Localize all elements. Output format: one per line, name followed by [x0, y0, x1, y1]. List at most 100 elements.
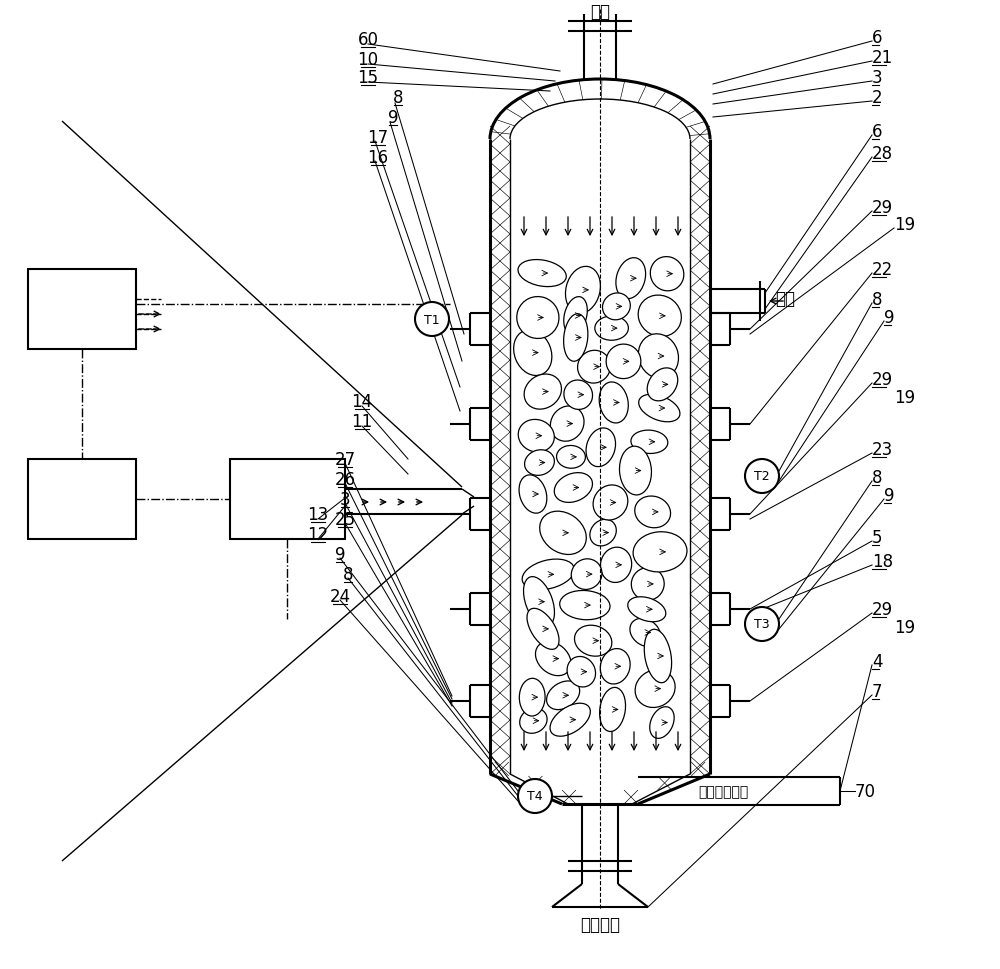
Circle shape — [415, 302, 449, 336]
Ellipse shape — [518, 420, 554, 453]
Bar — [28, 459, 136, 540]
Ellipse shape — [586, 428, 616, 467]
Text: 8: 8 — [343, 566, 353, 583]
Text: 26: 26 — [334, 471, 356, 488]
Text: 6: 6 — [872, 123, 883, 141]
Text: 9: 9 — [335, 546, 345, 563]
Text: T3: T3 — [754, 618, 770, 631]
Ellipse shape — [517, 297, 559, 339]
Ellipse shape — [519, 678, 545, 716]
Ellipse shape — [560, 591, 610, 620]
Ellipse shape — [547, 681, 580, 710]
Text: T1: T1 — [424, 313, 440, 327]
Text: 24: 24 — [329, 587, 351, 606]
Text: 固体产品: 固体产品 — [580, 915, 620, 933]
Ellipse shape — [520, 708, 547, 734]
Text: 16: 16 — [367, 149, 389, 167]
Ellipse shape — [550, 407, 584, 442]
Bar — [28, 269, 136, 350]
Text: 7: 7 — [872, 682, 883, 701]
Text: 原料: 原料 — [775, 290, 795, 308]
Text: 18: 18 — [872, 552, 893, 571]
Ellipse shape — [527, 609, 559, 649]
Text: 8: 8 — [872, 291, 883, 309]
Ellipse shape — [564, 297, 587, 335]
Bar — [230, 459, 345, 540]
Text: 19: 19 — [894, 389, 915, 407]
Text: 8: 8 — [393, 89, 403, 107]
Text: 29: 29 — [872, 370, 893, 389]
Circle shape — [745, 608, 779, 641]
Ellipse shape — [616, 259, 646, 299]
Ellipse shape — [571, 559, 602, 590]
Ellipse shape — [564, 314, 588, 361]
Ellipse shape — [567, 657, 596, 687]
Text: 4: 4 — [872, 652, 883, 671]
Ellipse shape — [644, 630, 672, 683]
Ellipse shape — [631, 568, 664, 601]
Ellipse shape — [535, 641, 571, 676]
Ellipse shape — [519, 476, 547, 514]
Ellipse shape — [599, 383, 628, 423]
Text: 8: 8 — [872, 469, 883, 486]
Ellipse shape — [522, 559, 574, 590]
Ellipse shape — [564, 381, 593, 410]
Text: 70: 70 — [855, 782, 876, 800]
Circle shape — [518, 779, 552, 813]
Text: 11: 11 — [351, 413, 373, 430]
Text: 28: 28 — [872, 144, 893, 163]
Text: 3: 3 — [340, 490, 350, 509]
Text: 9: 9 — [884, 309, 895, 327]
Ellipse shape — [600, 688, 626, 732]
Text: 15: 15 — [357, 69, 379, 87]
Ellipse shape — [638, 334, 679, 379]
Text: 9: 9 — [884, 486, 895, 505]
Text: 29: 29 — [872, 601, 893, 618]
Ellipse shape — [525, 451, 554, 476]
Text: T2: T2 — [754, 470, 770, 483]
Ellipse shape — [590, 519, 616, 547]
Text: 27: 27 — [334, 451, 356, 469]
Ellipse shape — [606, 345, 641, 379]
Text: 3: 3 — [872, 69, 883, 87]
Text: 原料: 原料 — [590, 3, 610, 21]
Ellipse shape — [633, 532, 687, 573]
Ellipse shape — [602, 294, 630, 321]
Ellipse shape — [650, 707, 674, 738]
Text: 19: 19 — [894, 216, 915, 234]
Text: 高温裂解气体: 高温裂解气体 — [698, 784, 748, 798]
Circle shape — [745, 459, 779, 493]
Text: 10: 10 — [357, 51, 379, 69]
Text: 22: 22 — [872, 261, 893, 279]
Text: 17: 17 — [367, 129, 389, 147]
Text: 6: 6 — [872, 29, 883, 47]
Ellipse shape — [565, 267, 600, 314]
Ellipse shape — [630, 618, 661, 647]
Ellipse shape — [628, 597, 666, 622]
Ellipse shape — [600, 649, 630, 684]
Text: 2: 2 — [872, 89, 883, 107]
Text: T4: T4 — [527, 790, 543, 802]
Ellipse shape — [631, 430, 668, 454]
Ellipse shape — [540, 512, 586, 555]
Text: 12: 12 — [307, 525, 329, 544]
Text: 21: 21 — [872, 49, 893, 67]
Ellipse shape — [550, 703, 590, 736]
Ellipse shape — [600, 547, 632, 582]
Text: 13: 13 — [307, 506, 329, 523]
Ellipse shape — [647, 368, 678, 401]
Ellipse shape — [574, 626, 612, 657]
Text: 29: 29 — [872, 199, 893, 217]
Bar — [325, 487, 345, 516]
Text: 23: 23 — [872, 441, 893, 458]
Ellipse shape — [635, 496, 671, 528]
Ellipse shape — [518, 261, 566, 288]
Text: 5: 5 — [872, 528, 883, 547]
Ellipse shape — [639, 395, 680, 422]
Ellipse shape — [524, 577, 554, 627]
Ellipse shape — [635, 671, 675, 707]
Ellipse shape — [593, 485, 628, 520]
Ellipse shape — [578, 351, 610, 384]
Ellipse shape — [554, 473, 592, 503]
Ellipse shape — [650, 258, 684, 292]
